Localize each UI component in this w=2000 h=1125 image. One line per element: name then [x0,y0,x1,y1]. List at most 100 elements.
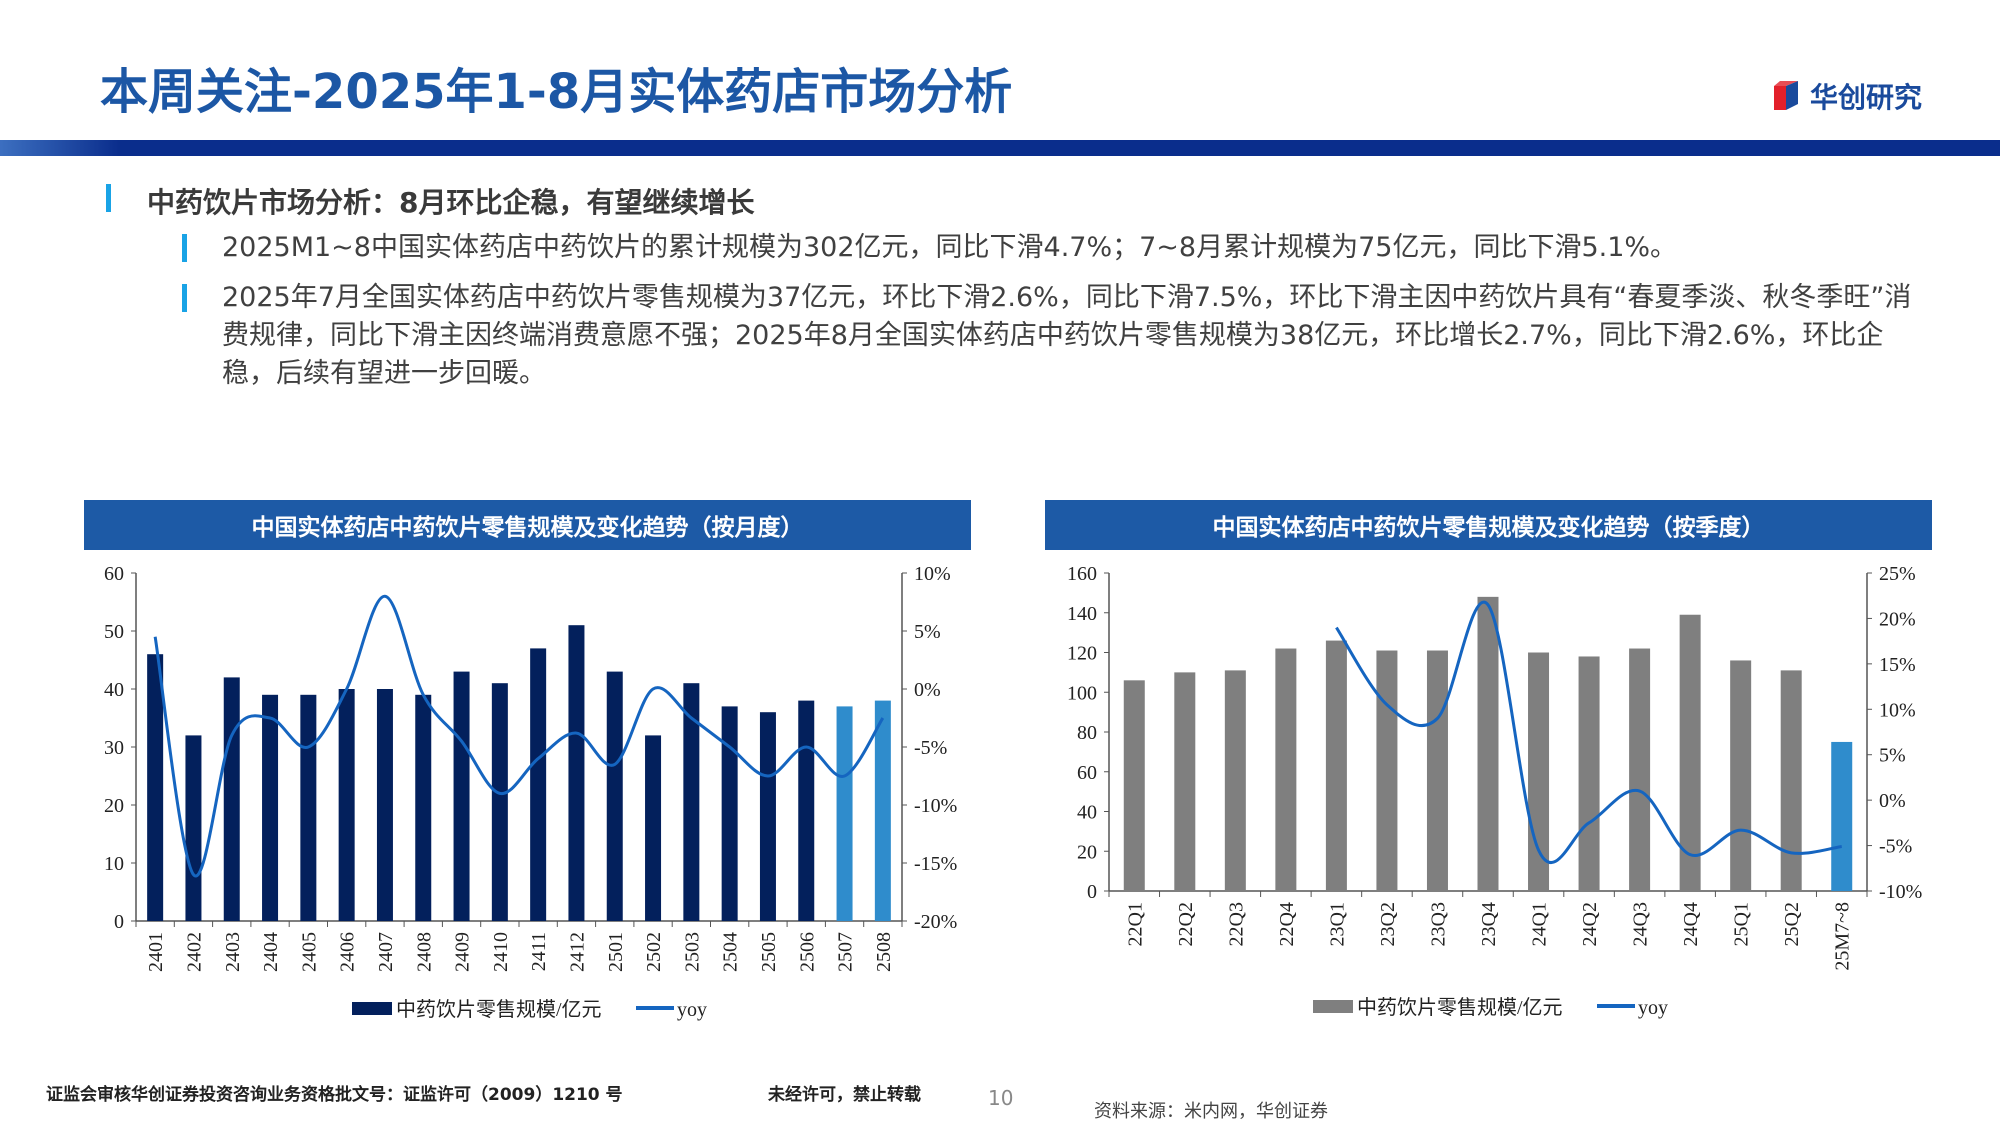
bar-2405 [300,694,317,921]
left-tick-label: 40 [104,679,124,701]
bar-2410 [491,683,508,921]
x-tick-label: 2401 [145,932,167,972]
heading-marker [106,184,111,212]
x-tick-label: 2402 [183,932,205,972]
x-tick-label: 2403 [222,932,244,972]
left-tick-label: 60 [104,563,124,585]
bar-25Q2 [1780,670,1802,891]
bar-25Q1 [1730,660,1752,891]
x-tick-label: 24Q1 [1529,902,1551,946]
bar-2506 [798,700,815,921]
right-tick-label: 5% [914,621,941,643]
company-logo: 华创研究 [1772,76,1922,116]
bar-2504 [721,706,738,921]
yoy-line [1335,600,1842,864]
bar-2402 [185,735,202,921]
x-tick-label: 22Q4 [1276,902,1298,946]
bar-2508 [874,700,891,921]
bar-22Q4 [1275,648,1297,891]
bar-22Q2 [1174,672,1196,891]
bar-2409 [453,671,470,921]
x-tick-label: 23Q4 [1478,902,1500,946]
bar-2404 [262,694,279,921]
bar-24Q3 [1629,648,1651,891]
legend-bar-swatch [352,1002,392,1015]
bar-2502 [645,735,662,921]
left-tick-label: 20 [1077,841,1097,863]
x-tick-label: 2411 [528,932,550,971]
bar-2401 [147,654,164,921]
bullet-marker [182,284,187,312]
right-tick-label: -20% [914,911,957,933]
chart-quarterly-header: 中国实体药店中药饮片零售规模及变化趋势（按季度） [1045,500,1932,550]
x-tick-label: 25M7~8 [1832,902,1854,971]
chart-1: 0 20 40 60 80 100 120 140 160 -10% -5% 0% 5% 10% 15% 20… [1067,563,1922,1019]
x-tick-label: 2408 [413,932,435,972]
license-text: 证监会审核华创证券投资咨询业务资格批文号：证监许可（2009）1210 号 [46,1085,623,1105]
right-tick-label: 5% [1879,745,1906,767]
yoy-line [153,594,885,878]
right-tick-label: -10% [914,795,957,817]
right-tick-label: 0% [914,679,941,701]
bar-2501 [606,671,623,921]
x-tick-label: 2407 [375,932,397,972]
page-title: 本周关注-2025年1-8月实体药店市场分析 [100,64,1013,120]
bullet-text-1: 2025M1~8中国实体药店中药饮片的累计规模为302亿元，同比下滑4.7%；7… [222,232,1678,263]
left-tick-label: 10 [104,853,124,875]
left-tick-label: 100 [1067,682,1097,704]
left-tick-label: 20 [104,795,124,817]
bar-24Q4 [1679,614,1701,891]
right-tick-label: 0% [1879,790,1906,812]
x-tick-label: 25Q1 [1731,902,1753,946]
legend-bar-label: 中药饮片零售规模/亿元 [1357,996,1563,1019]
legend-bar-label: 中药饮片零售规模/亿元 [396,998,602,1021]
x-tick-label: 2404 [260,932,282,972]
x-tick-label: 23Q1 [1326,902,1348,946]
bar-25M7~8 [1831,741,1853,891]
bar-2507 [836,706,853,921]
x-tick-label: 22Q2 [1175,902,1197,946]
x-tick-label: 2503 [681,932,703,972]
bar-2503 [683,683,700,921]
bar-2403 [223,677,240,921]
left-tick-label: 140 [1067,603,1097,625]
bar-2407 [376,689,393,921]
x-tick-label: 24Q3 [1630,902,1652,946]
bar-22Q3 [1224,670,1246,891]
bar-24Q2 [1578,656,1600,891]
bar-2411 [530,648,547,921]
x-tick-label: 25Q2 [1781,902,1803,946]
page-number: 10 [988,1086,1014,1110]
bar-2408 [415,694,432,921]
left-tick-label: 50 [104,621,124,643]
right-tick-label: 10% [1879,699,1916,721]
chart-monthly-header: 中国实体药店中药饮片零售规模及变化趋势（按月度） [84,500,971,550]
x-tick-label: 2504 [720,932,742,972]
right-tick-label: 20% [1879,608,1916,630]
x-tick-label: 2409 [452,932,474,972]
logo-cube-icon [1774,81,1798,110]
source-note: 资料来源：米内网，华创证券 [1094,1101,1328,1122]
x-tick-label: 2506 [796,932,818,972]
x-tick-label: 23Q2 [1377,902,1399,946]
left-tick-label: 40 [1077,802,1097,824]
x-tick-label: 24Q2 [1579,902,1601,946]
x-tick-label: 2508 [873,932,895,972]
bar-2406 [338,689,355,921]
left-tick-label: 0 [114,911,124,933]
bar-23Q4 [1477,596,1499,891]
bar-24Q1 [1528,652,1550,891]
right-tick-label: -5% [914,737,947,759]
legend-line-label: yoy [677,999,707,1021]
section-heading: 中药饮片市场分析：8月环比企稳，有望继续增长 [147,186,755,219]
bullet-text-2: 2025年7月全国实体药店中药饮片零售规模为37亿元，环比下滑2.6%，同比下滑… [222,282,1912,389]
logo-text: 华创研究 [1810,81,1923,114]
bar-2505 [759,712,776,921]
bar-2412 [568,625,585,921]
bar-23Q2 [1376,650,1398,891]
x-tick-label: 2410 [490,932,512,972]
copyright-notice: 未经许可，禁止转载 [768,1085,921,1105]
right-tick-label: -5% [1879,836,1912,858]
right-tick-label: 25% [1879,563,1916,585]
chart-0: 0 10 20 30 40 50 60 -20% -15% -10% -5% 0% 5% 10% 2401 2… [104,563,957,1021]
